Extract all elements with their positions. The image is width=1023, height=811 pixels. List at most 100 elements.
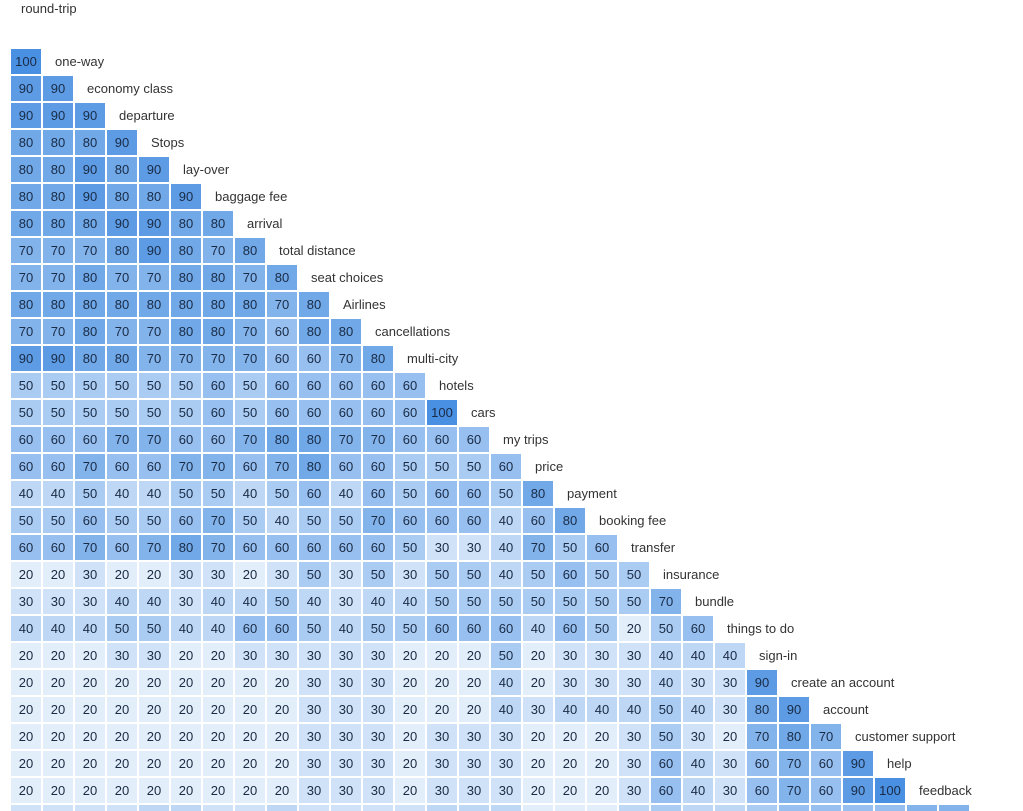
matrix-cell bbox=[523, 616, 553, 641]
matrix-cell bbox=[587, 670, 617, 695]
cell-value: 70 bbox=[211, 351, 225, 366]
matrix-cell bbox=[75, 481, 105, 506]
cell-value: 20 bbox=[531, 648, 545, 663]
cell-value: 50 bbox=[83, 405, 97, 420]
cell-value: 80 bbox=[83, 324, 97, 339]
matrix-cell bbox=[75, 508, 105, 533]
matrix-cell bbox=[299, 751, 329, 776]
cell-value: 30 bbox=[339, 675, 353, 690]
matrix-cell bbox=[139, 616, 169, 641]
row-label: departure bbox=[119, 108, 175, 123]
matrix-cell bbox=[267, 346, 297, 371]
matrix-cell bbox=[395, 454, 425, 479]
cell-value: 70 bbox=[755, 729, 769, 744]
cell-value: 50 bbox=[371, 621, 385, 636]
cell-value: 50 bbox=[659, 621, 673, 636]
row-label: cancellations bbox=[375, 324, 451, 339]
cell-value: 90 bbox=[851, 756, 865, 771]
matrix-cell bbox=[427, 751, 457, 776]
cell-value: 50 bbox=[435, 459, 449, 474]
matrix-cell bbox=[139, 400, 169, 425]
cell-value: 60 bbox=[51, 540, 65, 555]
cell-value: 60 bbox=[467, 486, 481, 501]
cell-value: 20 bbox=[147, 729, 161, 744]
matrix-cell bbox=[427, 778, 457, 803]
cell-value: 30 bbox=[467, 540, 481, 555]
matrix-cell bbox=[331, 562, 361, 587]
matrix-cell bbox=[587, 535, 617, 560]
cell-value: 30 bbox=[147, 648, 161, 663]
cell-value: 60 bbox=[819, 783, 833, 798]
matrix-cell bbox=[363, 508, 393, 533]
matrix-cell bbox=[427, 697, 457, 722]
matrix-cell bbox=[523, 562, 553, 587]
matrix-cell bbox=[43, 157, 73, 182]
cell-value: 30 bbox=[179, 594, 193, 609]
cell-value: 90 bbox=[147, 243, 161, 258]
matrix-cell bbox=[267, 751, 297, 776]
matrix-cell bbox=[427, 616, 457, 641]
matrix-cell bbox=[107, 130, 137, 155]
row-label: cars bbox=[471, 405, 496, 420]
cell-value: 60 bbox=[691, 621, 705, 636]
matrix-cell bbox=[363, 616, 393, 641]
matrix-cell bbox=[267, 454, 297, 479]
matrix-cell bbox=[43, 616, 73, 641]
matrix-cell bbox=[235, 292, 265, 317]
row-label: transfer bbox=[631, 540, 676, 555]
matrix-cell bbox=[331, 751, 361, 776]
matrix-cell bbox=[235, 616, 265, 641]
matrix-cell bbox=[779, 697, 809, 722]
matrix-cell bbox=[139, 643, 169, 668]
matrix-cell bbox=[331, 346, 361, 371]
cell-value: 40 bbox=[499, 702, 513, 717]
cell-value: 30 bbox=[371, 756, 385, 771]
matrix-cell bbox=[587, 751, 617, 776]
matrix-cell bbox=[299, 643, 329, 668]
cell-value: 30 bbox=[723, 783, 737, 798]
cell-value: 70 bbox=[179, 459, 193, 474]
cell-value: 20 bbox=[179, 675, 193, 690]
matrix-cell bbox=[555, 535, 585, 560]
cell-value: 40 bbox=[147, 594, 161, 609]
matrix-cell bbox=[523, 508, 553, 533]
matrix-cell bbox=[363, 427, 393, 452]
cell-value: 20 bbox=[51, 702, 65, 717]
matrix-cell bbox=[43, 805, 73, 811]
cell-value: 90 bbox=[83, 189, 97, 204]
cell-value: 40 bbox=[499, 675, 513, 690]
cell-value: 70 bbox=[115, 432, 129, 447]
matrix-cell bbox=[299, 346, 329, 371]
matrix-cell bbox=[203, 238, 233, 263]
matrix-cell bbox=[171, 562, 201, 587]
cell-value: 60 bbox=[243, 540, 257, 555]
cell-value: 70 bbox=[211, 513, 225, 528]
matrix-cell bbox=[811, 778, 841, 803]
matrix-cell bbox=[331, 481, 361, 506]
cell-value: 60 bbox=[275, 378, 289, 393]
cell-value: 40 bbox=[595, 702, 609, 717]
cell-value: 60 bbox=[339, 459, 353, 474]
cell-value: 20 bbox=[467, 702, 481, 717]
cell-value: 80 bbox=[51, 135, 65, 150]
cell-value: 80 bbox=[787, 729, 801, 744]
cell-value: 80 bbox=[275, 270, 289, 285]
matrix-cell bbox=[363, 562, 393, 587]
matrix-cell bbox=[395, 535, 425, 560]
matrix-cell bbox=[203, 265, 233, 290]
matrix-cell bbox=[683, 616, 713, 641]
cell-value: 60 bbox=[211, 378, 225, 393]
cell-value: 30 bbox=[275, 567, 289, 582]
matrix-cell bbox=[747, 805, 777, 811]
cell-value: 20 bbox=[51, 675, 65, 690]
cell-value: 70 bbox=[243, 270, 257, 285]
matrix-cell bbox=[331, 508, 361, 533]
cell-value: 20 bbox=[403, 756, 417, 771]
matrix-cell bbox=[43, 427, 73, 452]
matrix-cell bbox=[107, 589, 137, 614]
matrix-cell bbox=[43, 589, 73, 614]
matrix-cell bbox=[43, 184, 73, 209]
cell-value: 40 bbox=[691, 756, 705, 771]
row-label: economy class bbox=[87, 81, 173, 96]
cell-value: 100 bbox=[15, 54, 37, 69]
